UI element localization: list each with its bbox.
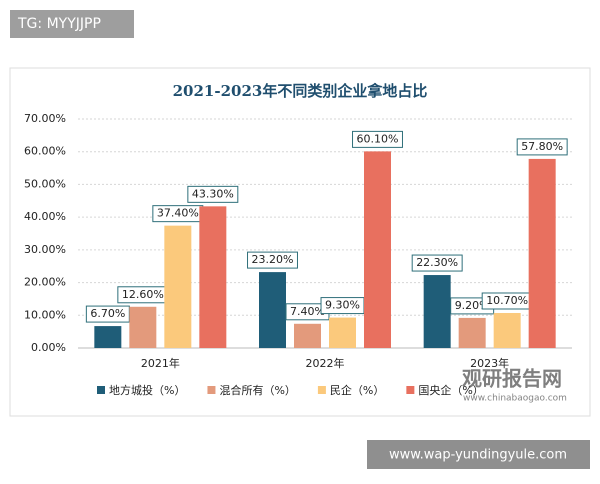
chart-frame (9, 67, 591, 417)
bar (528, 158, 556, 348)
value-label-box (320, 297, 365, 315)
y-tick-label: 40.00% (24, 210, 66, 223)
legend-swatch (97, 386, 105, 394)
value-label: 7.40% (290, 305, 325, 318)
value-label: 22.30% (416, 256, 458, 269)
x-tick-label: 2022年 (306, 356, 345, 370)
value-label-box (411, 254, 463, 272)
bar (129, 306, 157, 348)
bar (329, 317, 356, 348)
tag-box (10, 10, 134, 38)
value-label-box (187, 185, 239, 203)
value-label: 57.80% (521, 140, 563, 153)
legend-label: 民企（%） (330, 383, 384, 397)
y-tick-label: 30.00% (24, 243, 66, 256)
watermark-url: www.chinabaogao.com (463, 394, 567, 404)
value-label: 23.20% (252, 253, 294, 266)
watermark: 观研报告网 (462, 367, 562, 391)
y-tick-label: 70.00% (24, 112, 66, 125)
x-tick-label: 2021年 (141, 356, 180, 370)
legend-label: 国央企（%） (418, 383, 483, 397)
tag-text: TG: MYYJJPP (17, 16, 101, 32)
bar (94, 326, 122, 348)
bar (423, 275, 451, 348)
y-tick-label: 20.00% (24, 276, 66, 289)
y-tick-label: 10.00% (24, 308, 66, 321)
legend-label: 混合所有（%） (219, 383, 295, 397)
legend-swatch (406, 386, 415, 394)
bar (493, 312, 521, 348)
bar (364, 151, 391, 348)
value-label: 9.30% (325, 299, 360, 312)
y-tick-label: 50.00% (24, 177, 66, 190)
value-label: 60.10% (357, 132, 399, 145)
chart-title: 2021-2023年不同类别企业拿地占比 (173, 82, 428, 100)
value-label-box (85, 305, 130, 323)
legend-swatch (317, 386, 326, 394)
value-label: 10.70% (486, 294, 528, 307)
y-tick-label: 0.00% (31, 341, 66, 354)
site-box (367, 440, 590, 469)
bar (259, 272, 286, 348)
value-label-box (352, 130, 403, 148)
value-label: 37.40% (157, 207, 199, 220)
bar (294, 323, 321, 348)
legend-swatch (207, 386, 216, 394)
value-label: 6.70% (90, 307, 125, 320)
value-label-box (516, 138, 568, 156)
legend-label: 地方城投（%） (109, 383, 185, 397)
bar (458, 317, 486, 348)
bar (199, 206, 227, 348)
x-tick-label: 2023年 (470, 356, 509, 370)
y-tick-label: 60.00% (24, 145, 66, 158)
bar (164, 225, 192, 348)
site-text: www.wap-yundingyule.com (389, 448, 567, 463)
value-label: 12.60% (122, 288, 164, 301)
value-label-box (247, 251, 298, 269)
value-label: 9.20% (455, 299, 490, 312)
value-label: 43.30% (192, 187, 234, 200)
